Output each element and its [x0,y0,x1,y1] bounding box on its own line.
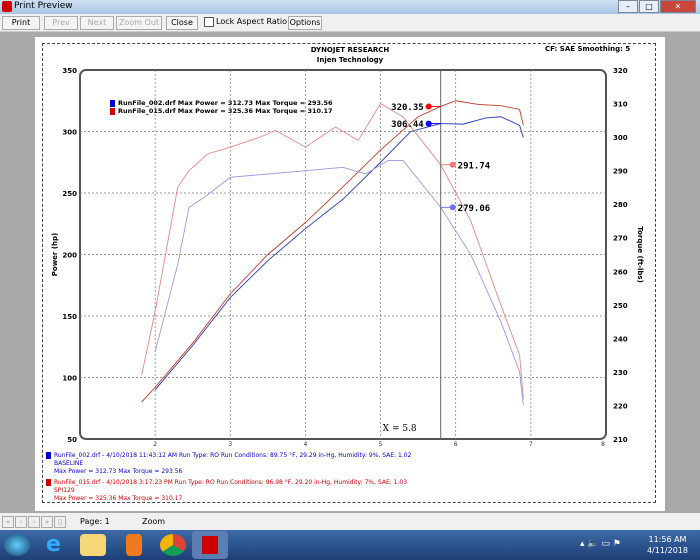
report-subtitle: Injen Technology [316,56,384,64]
close-button[interactable]: Close [166,16,198,30]
x-tick-label: 8 [601,441,605,448]
cursor-value-marker [449,161,456,168]
y2-tick-label: 260 [613,268,628,276]
legend-entry: RunFile_002.drf Max Power = 312.73 Max T… [110,99,333,107]
ie-icon[interactable]: e [46,532,61,557]
title-bar: Print Preview – □ ✕ [0,0,700,14]
report-settings: CF: SAE Smoothing: 5 [545,45,631,53]
y-tick-label: 250 [62,190,77,198]
y2-tick-label: 210 [613,436,628,444]
y2-tick-label: 230 [613,369,628,377]
prev-button[interactable]: Prev [44,16,78,30]
cursor-label: X = 5.8 [383,424,417,434]
cursor-value-marker [425,103,432,110]
y2-tick-label: 240 [613,335,628,343]
x-tick-label: 6 [454,441,458,448]
lock-aspect-label: Lock Aspect Ratio [216,17,288,26]
zoom-indicator: Zoom [142,517,166,526]
cursor-value-marker [449,204,456,211]
status-bar: « ‹ › » ▯ Page: 1 Zoom [0,513,700,530]
clock[interactable]: 11:56 AM 4/11/2018 [646,535,688,555]
taskbar: e ▴ 🔈 ▭ ⚑ 11:56 AM 4/11/2018 [0,530,700,560]
close-window-button[interactable]: ✕ [660,0,696,13]
y-tick-label: 100 [62,375,77,383]
page-icon[interactable]: ▯ [54,516,66,528]
x-tick-label: 3 [228,441,232,448]
report-company: DYNOJET RESEARCH [310,46,390,54]
cursor-value-label: 306.44 [391,120,424,130]
torque-curve-RunFile_015 [141,102,524,399]
print-button[interactable]: Print [2,16,40,30]
y-axis-label: Power (hp) [51,233,59,276]
y-tick-label: 300 [62,129,77,137]
power-curve-RunFile_015 [141,100,524,403]
y2-tick-label: 300 [613,134,628,142]
y2-tick-label: 320 [613,67,628,75]
cursor-value-label: 320.35 [391,103,424,113]
legend-swatch-blue [110,99,115,107]
tray-icons[interactable]: ▴ 🔈 ▭ ⚑ [580,539,621,549]
last-page-button[interactable]: » [41,516,53,528]
dynojet-taskbar-icon[interactable] [192,531,228,559]
y2-tick-label: 270 [613,235,628,243]
x-tick-label: 4 [304,441,308,448]
media-player-icon[interactable] [126,534,142,556]
minimize-button[interactable]: – [618,0,638,13]
torque-curve-RunFile_002 [154,160,524,406]
y2-tick-label: 220 [613,402,628,410]
page-indicator: Page: 1 [80,517,110,526]
y2-tick-label: 310 [613,101,628,109]
run-info-1: RunFile_002.drf - 4/10/2018 11:43:12 AM … [46,452,411,476]
window-title: Print Preview [14,1,73,11]
plot-frame [79,69,607,440]
run-info-2: RunFile_015.drf - 4/10/2018 3:17:23 PM R… [46,479,411,503]
y2-axis-label: Torque (ft-lbs) [636,226,644,283]
y2-tick-label: 290 [613,168,628,176]
y2-tick-label: 280 [613,201,628,209]
y-tick-label: 350 [62,67,77,75]
x-tick-label: 2 [153,441,157,448]
maximize-button[interactable]: □ [639,0,659,13]
power-curve-RunFile_002 [154,116,524,391]
toolbar: Print Prev Next Zoom Out Close Lock Aspe… [0,14,700,32]
lock-aspect-checkbox[interactable] [204,17,214,27]
y-tick-label: 50 [67,436,77,444]
x-tick-label: 5 [379,441,383,448]
print-page: DYNOJET RESEARCH Injen Technology CF: SA… [35,37,665,511]
y-tick-label: 200 [62,252,77,260]
legend-entry: RunFile_015.drf Max Power = 325.36 Max T… [110,107,333,115]
cursor-value-label: 291.74 [458,161,491,171]
next-page-button[interactable]: › [28,516,40,528]
chrome-icon[interactable] [160,534,186,556]
options-button[interactable]: Options [288,16,322,30]
app-icon [2,1,12,12]
y2-tick-label: 250 [613,302,628,310]
cursor-value-label: 279.06 [458,204,491,214]
prev-page-button[interactable]: ‹ [15,516,27,528]
explorer-icon[interactable] [80,534,106,556]
page-border [42,43,656,503]
cursor-value-marker [425,120,432,127]
first-page-button[interactable]: « [2,516,14,528]
start-button[interactable] [4,534,30,556]
x-tick-label: 7 [529,441,533,448]
zoom-out-button[interactable]: Zoom Out [116,16,162,30]
next-button[interactable]: Next [80,16,114,30]
y-tick-label: 150 [62,313,77,321]
legend-swatch-red [110,107,115,115]
